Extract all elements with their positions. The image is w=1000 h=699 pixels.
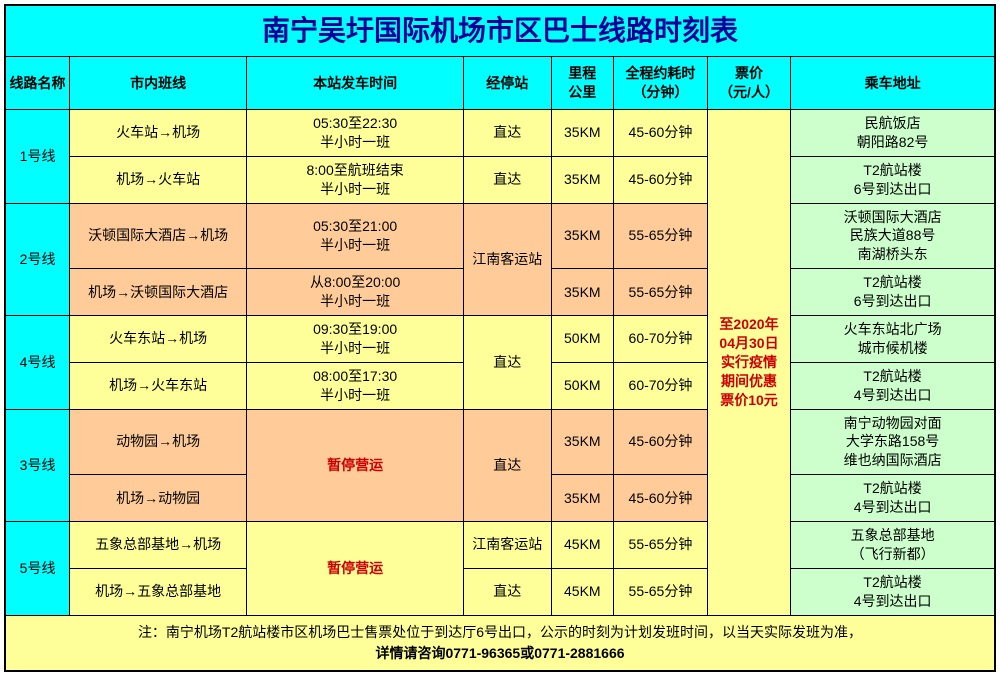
duration: 55-65分钟 [614, 568, 708, 615]
footnote-row: 注：南宁机场T2航站楼市区机场巴士售票处位于到达厅6号出口，公示的时刻为计划发班… [5, 615, 995, 671]
distance: 45KM [551, 522, 614, 569]
departure-time: 暂停营运 [247, 522, 464, 616]
route-direction: 火车东站→机场 [70, 316, 247, 363]
distance: 50KM [551, 362, 614, 409]
table-row: 机场→火车站8:00至航班结束半小时一班直达35KM45-60分钟 T2航站楼6号… [5, 156, 995, 203]
col-route: 线路名称 [5, 57, 70, 110]
boarding-address: 民航饭店朝阳路82号 [791, 110, 995, 157]
distance: 35KM [551, 156, 614, 203]
departure-time: 05:30至22:30半小时一班 [247, 110, 464, 157]
col-address: 乘车地址 [791, 57, 995, 110]
departure-time: 从8:00至20:00半小时一班 [247, 269, 464, 316]
col-duration: 全程约耗时（分钟） [614, 57, 708, 110]
col-stop: 经停站 [464, 57, 552, 110]
duration: 45-60分钟 [614, 110, 708, 157]
route-direction: 机场→五象总部基地 [70, 568, 247, 615]
stop-station: 直达 [464, 316, 552, 410]
route-direction: 火车站→机场 [70, 110, 247, 157]
table-row: 3号线动物园→机场暂停营运直达35KM45-60分钟南宁动物园对面大学东路158… [5, 409, 995, 475]
stop-station: 江南客运站 [464, 203, 552, 315]
boarding-address: T2航站楼4号到达出口 [791, 475, 995, 522]
bus-schedule-table: 南宁吴圩国际机场市区巴士线路时刻表 线路名称 市内班线 本站发车时间 经停站 里… [4, 4, 996, 672]
route-direction: 机场→沃顿国际大酒店 [70, 269, 247, 316]
table-row: 机场→五象总部基地 直达45KM55-65分钟 T2航站楼4号到达出口 [5, 568, 995, 615]
col-departure: 本站发车时间 [247, 57, 464, 110]
route-direction: 机场→火车站 [70, 156, 247, 203]
stop-station: 直达 [464, 409, 552, 521]
duration: 45-60分钟 [614, 475, 708, 522]
duration: 60-70分钟 [614, 362, 708, 409]
departure-time: 05:30至21:00半小时一班 [247, 203, 464, 269]
table-row: 5号线五象总部基地→机场暂停营运江南客运站45KM55-65分钟五象总部基地（飞… [5, 522, 995, 569]
route-name: 2号线 [5, 203, 70, 315]
duration: 45-60分钟 [614, 156, 708, 203]
header-row: 线路名称 市内班线 本站发车时间 经停站 里程公里 全程约耗时（分钟） 票价（元… [5, 57, 995, 110]
col-distance: 里程公里 [551, 57, 614, 110]
route-direction: 五象总部基地→机场 [70, 522, 247, 569]
boarding-address: T2航站楼6号到达出口 [791, 269, 995, 316]
table-title: 南宁吴圩国际机场市区巴士线路时刻表 [5, 5, 995, 57]
route-direction: 机场→火车东站 [70, 362, 247, 409]
departure-time: 09:30至19:00半小时一班 [247, 316, 464, 363]
distance: 45KM [551, 568, 614, 615]
duration: 45-60分钟 [614, 409, 708, 475]
stop-station: 江南客运站 [464, 522, 552, 569]
boarding-address: 火车东站北广场城市候机楼 [791, 316, 995, 363]
title-row: 南宁吴圩国际机场市区巴士线路时刻表 [5, 5, 995, 57]
distance: 35KM [551, 203, 614, 269]
table-row: 4号线火车东站→机场09:30至19:00半小时一班直达50KM60-70分钟火… [5, 316, 995, 363]
departure-time: 8:00至航班结束半小时一班 [247, 156, 464, 203]
stop-station: 直达 [464, 156, 552, 203]
boarding-address: 五象总部基地（飞行新都） [791, 522, 995, 569]
boarding-address: 沃顿国际大酒店民族大道88号南湖桥头东 [791, 203, 995, 269]
duration: 55-65分钟 [614, 522, 708, 569]
stop-station: 直达 [464, 568, 552, 615]
route-name: 4号线 [5, 316, 70, 410]
route-name: 1号线 [5, 110, 70, 204]
boarding-address: 南宁动物园对面大学东路158号维也纳国际酒店 [791, 409, 995, 475]
duration: 55-65分钟 [614, 269, 708, 316]
distance: 35KM [551, 475, 614, 522]
route-direction: 机场→动物园 [70, 475, 247, 522]
route-name: 5号线 [5, 522, 70, 616]
departure-time: 08:00至17:30半小时一班 [247, 362, 464, 409]
footnote-text: 注：南宁机场T2航站楼市区机场巴士售票处位于到达厅6号出口，公示的时刻为计划发班… [5, 615, 995, 671]
distance: 35KM [551, 269, 614, 316]
duration: 60-70分钟 [614, 316, 708, 363]
price-note: 至2020年04月30日实行疫情期间优惠票价10元 [707, 110, 790, 616]
stop-station: 直达 [464, 110, 552, 157]
distance: 50KM [551, 316, 614, 363]
route-direction: 沃顿国际大酒店→机场 [70, 203, 247, 269]
route-name: 3号线 [5, 409, 70, 521]
duration: 55-65分钟 [614, 203, 708, 269]
table-row: 2号线沃顿国际大酒店→机场05:30至21:00半小时一班江南客运站35KM55… [5, 203, 995, 269]
table-row: 1号线火车站→机场05:30至22:30半小时一班直达35KM45-60分钟至2… [5, 110, 995, 157]
departure-time: 暂停营运 [247, 409, 464, 521]
col-direction: 市内班线 [70, 57, 247, 110]
boarding-address: T2航站楼4号到达出口 [791, 362, 995, 409]
distance: 35KM [551, 409, 614, 475]
distance: 35KM [551, 110, 614, 157]
boarding-address: T2航站楼6号到达出口 [791, 156, 995, 203]
col-price: 票价（元/人） [707, 57, 790, 110]
route-direction: 动物园→机场 [70, 409, 247, 475]
boarding-address: T2航站楼4号到达出口 [791, 568, 995, 615]
